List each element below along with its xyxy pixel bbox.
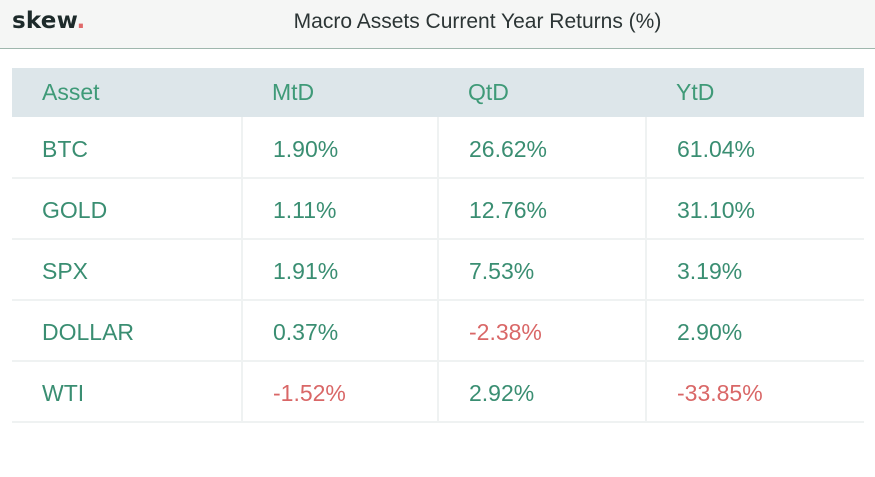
table-row: DOLLAR 0.37% -2.38% 2.90% [12, 300, 864, 362]
table-cell-mtd: 1.91% [242, 239, 439, 301]
table-cell-qtd: -2.38% [438, 300, 647, 362]
logo-text: skew [12, 8, 77, 34]
table-cell-mtd: -1.52% [242, 361, 439, 423]
table-cell-asset: WTI [12, 361, 243, 423]
table-cell-asset: BTC [12, 117, 243, 179]
table-header-row: Asset MtD QtD YtD [12, 68, 864, 117]
column-header-qtd: QtD [468, 79, 509, 105]
table-cell-mtd: 0.37% [242, 300, 439, 362]
logo-dot: . [76, 8, 86, 34]
table-cell-qtd: 12.76% [438, 178, 647, 240]
returns-table: Asset MtD QtD YtD BTC 1.90% 26.62% 61.04… [12, 68, 864, 423]
skew-logo: skew. [12, 8, 85, 34]
table-row: GOLD 1.11% 12.76% 31.10% [12, 178, 864, 240]
returns-table-container: Asset MtD QtD YtD BTC 1.90% 26.62% 61.04… [12, 68, 864, 423]
table-cell-ytd: 31.10% [646, 178, 864, 240]
table-cell-ytd: 2.90% [646, 300, 864, 362]
table-cell-mtd: 1.11% [242, 178, 439, 240]
table-cell-ytd: -33.85% [646, 361, 864, 423]
table-cell-asset: GOLD [12, 178, 243, 240]
header-bar: skew. Macro Assets Current Year Returns … [0, 0, 875, 49]
table-cell-asset: SPX [12, 239, 243, 301]
table-cell-qtd: 26.62% [438, 117, 647, 179]
page-title: Macro Assets Current Year Returns (%) [293, 10, 662, 33]
table-cell-qtd: 7.53% [438, 239, 647, 301]
table-cell-mtd: 1.90% [242, 117, 439, 179]
table-row: WTI -1.52% 2.92% -33.85% [12, 361, 864, 423]
column-header-asset: Asset [42, 79, 100, 105]
table-cell-ytd: 61.04% [646, 117, 864, 179]
table-cell-ytd: 3.19% [646, 239, 864, 301]
table-row: BTC 1.90% 26.62% 61.04% [12, 117, 864, 179]
table-cell-asset: DOLLAR [12, 300, 243, 362]
table-row: SPX 1.91% 7.53% 3.19% [12, 239, 864, 301]
column-header-ytd: YtD [676, 79, 715, 105]
table-cell-qtd: 2.92% [438, 361, 647, 423]
column-header-mtd: MtD [272, 79, 315, 105]
